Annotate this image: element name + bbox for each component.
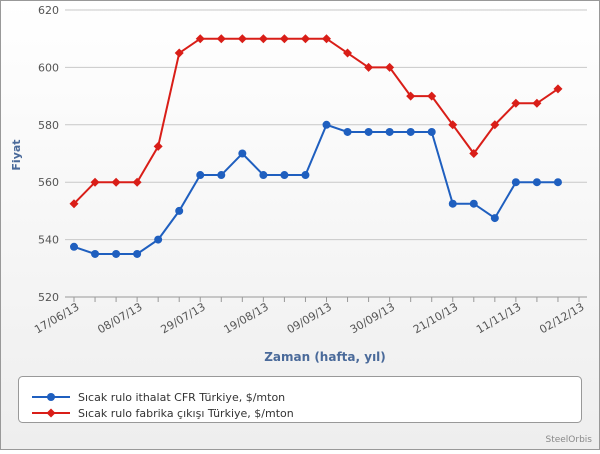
series-line [73, 123, 558, 255]
point [259, 171, 268, 180]
legend-label: Sıcak rulo ithalat CFR Türkiye, $/mton [78, 391, 285, 404]
credit: SteelOrbis [545, 435, 592, 445]
y-tick-label: 620 [38, 4, 59, 17]
point [258, 34, 268, 44]
point [532, 178, 541, 187]
point [385, 62, 395, 72]
point [511, 98, 521, 108]
y-tick-label: 540 [38, 234, 59, 247]
y-axis-label: Fiyat [10, 139, 23, 170]
point [490, 120, 500, 130]
point [427, 91, 437, 101]
y-tick-label: 600 [38, 61, 59, 74]
point [364, 62, 374, 72]
point [91, 249, 100, 258]
point [153, 141, 163, 151]
point [133, 249, 142, 258]
point [195, 34, 205, 44]
point [322, 120, 331, 129]
point [364, 127, 373, 136]
point [111, 177, 121, 187]
point [196, 171, 205, 180]
point [154, 235, 163, 244]
point [469, 149, 479, 158]
point [448, 199, 457, 208]
point [112, 249, 121, 258]
point [490, 214, 499, 223]
point [553, 84, 563, 94]
point [175, 206, 184, 215]
point [322, 34, 331, 44]
point [301, 171, 310, 180]
series-line [73, 37, 559, 205]
legend-label: Sıcak rulo fabrika çıkışı Türkiye, $/mto… [78, 407, 294, 420]
point [174, 48, 184, 58]
point [343, 48, 353, 58]
x-axis-label: Zaman (hafta, yıl) [264, 350, 386, 364]
legend [18, 376, 582, 423]
point [385, 127, 394, 136]
point [532, 98, 542, 108]
point [238, 149, 247, 158]
point [511, 178, 520, 187]
point [300, 34, 310, 44]
point [279, 34, 289, 44]
point [343, 127, 352, 136]
point [280, 171, 289, 180]
point [237, 34, 247, 44]
point [70, 242, 78, 251]
point [406, 91, 416, 101]
point [217, 171, 226, 180]
point [553, 178, 562, 187]
legend-marker [46, 408, 56, 418]
point [469, 199, 478, 208]
point [216, 34, 226, 44]
point [90, 177, 100, 187]
point [448, 120, 458, 130]
point [69, 199, 79, 209]
legend-marker [47, 393, 55, 401]
y-tick-label: 580 [38, 119, 59, 132]
y-tick-label: 560 [38, 176, 59, 189]
point [132, 177, 142, 187]
point [406, 127, 415, 136]
y-tick-label: 520 [38, 291, 59, 304]
point [427, 127, 436, 136]
